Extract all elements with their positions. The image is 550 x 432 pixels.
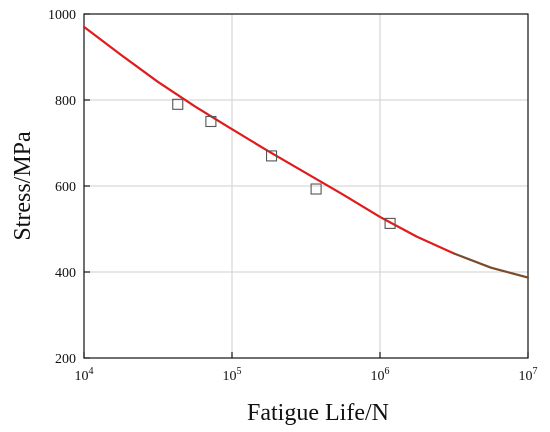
data-point-marker [265,150,278,162]
y-tick-label: 1000 [48,8,76,23]
data-point-marker [310,183,322,195]
y-tick-label: 200 [55,352,76,367]
tick-labels-layer: 200 400 600 800 1000 104 105 106 107 [48,8,538,384]
grid-layer [84,14,528,358]
fit-curve-segment [82,25,456,255]
x-tick-label: 105 [223,366,242,384]
y-tick-label: 800 [55,94,76,109]
y-axis-title: Stress/MPa [10,131,36,241]
data-point-marker [205,115,217,128]
data-point-marker [384,217,396,229]
x-tick-label: 104 [75,366,94,384]
x-axis-title: Fatigue Life/N [247,400,389,426]
y-tick-label: 600 [55,180,76,195]
series-layer [82,25,530,279]
fit-curve-tail-segment [452,252,530,279]
x-tick-label: 107 [519,366,538,384]
data-point-marker [172,98,184,110]
ticks-layer [83,13,529,359]
y-tick-label: 400 [55,266,76,281]
x-tick-label: 106 [371,366,390,384]
